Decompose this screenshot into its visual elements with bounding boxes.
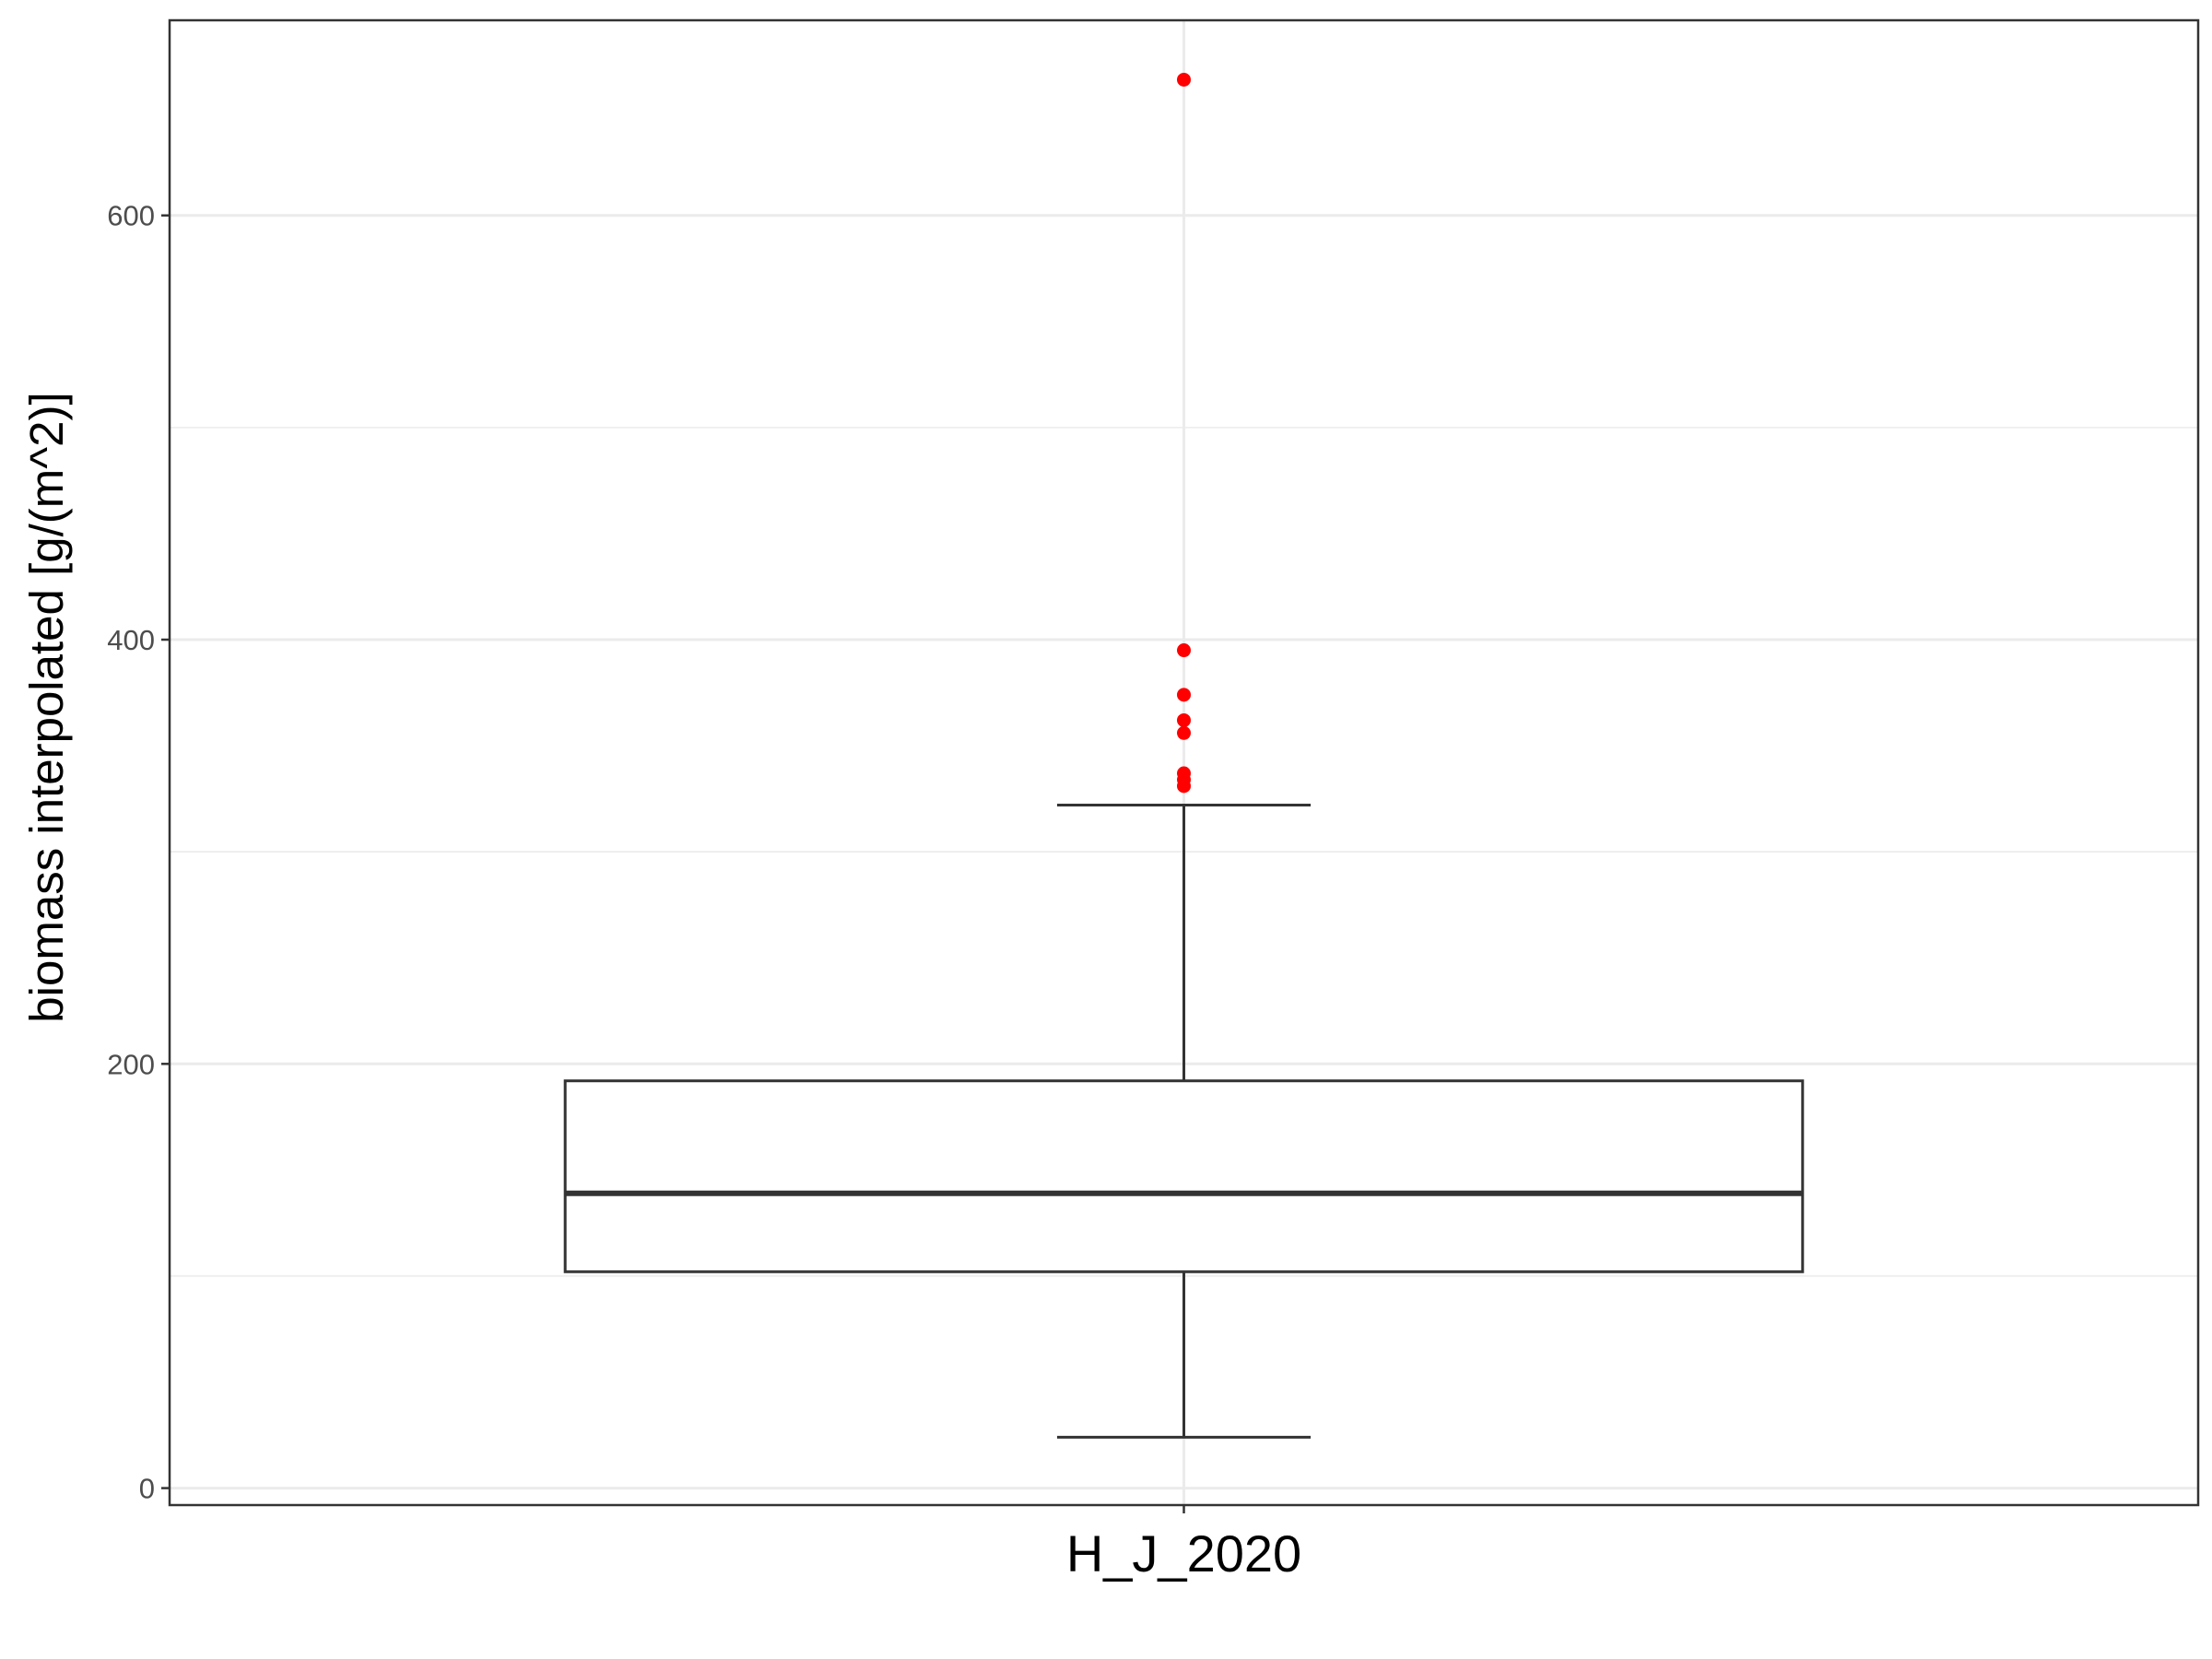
boxes <box>563 804 1805 1439</box>
y-axis: 0 200 400 600 <box>107 200 170 1505</box>
outlier-point <box>1177 688 1191 702</box>
iqr-box <box>563 1079 1805 1274</box>
y-tick-label: 0 <box>139 1473 155 1505</box>
outlier-point <box>1177 712 1191 727</box>
x-axis: H_J_2020 <box>1066 1505 1301 1583</box>
x-tick-label: H_J_2020 <box>1066 1524 1301 1583</box>
y-axis-title: biomass interpolated [g/(m^2)] <box>20 392 73 1022</box>
y-tick-label: 200 <box>107 1048 155 1080</box>
outlier-point <box>1177 643 1191 658</box>
outlier-point <box>1177 72 1191 87</box>
outliers <box>1177 72 1191 794</box>
y-tick-label: 600 <box>107 200 155 232</box>
y-tick-label: 400 <box>107 624 155 656</box>
outlier-point <box>1177 725 1191 740</box>
outlier-point <box>1177 766 1191 781</box>
